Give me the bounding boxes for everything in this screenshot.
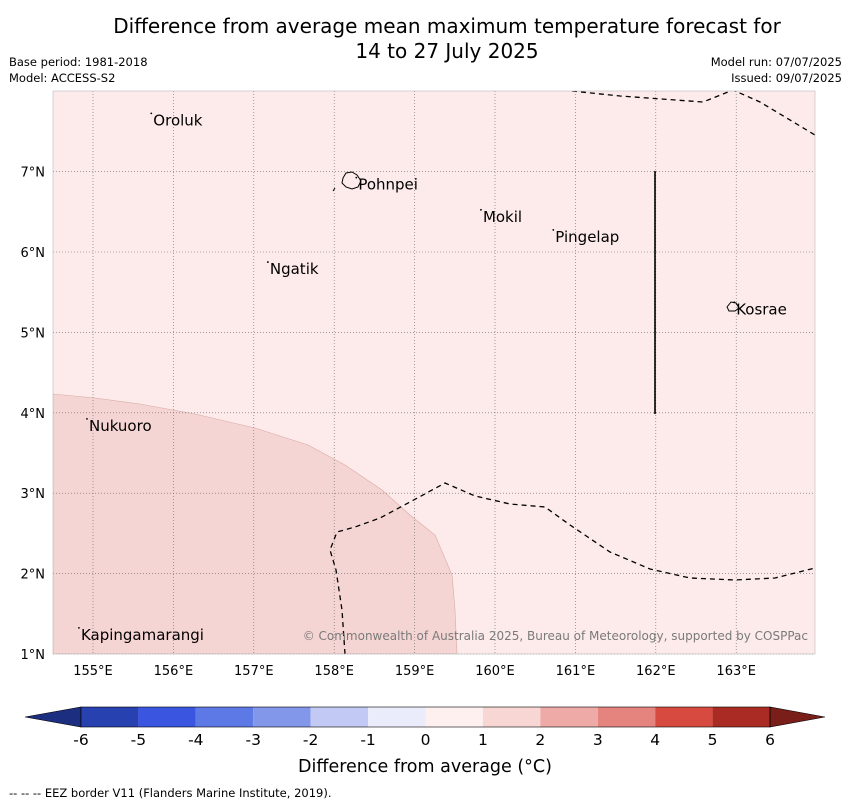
chart-title-line2: 14 to 27 July 2025: [355, 39, 539, 63]
colorbar-tick-label: -2: [303, 731, 318, 749]
map-frame: [52, 90, 816, 655]
colorbar-tick-label: 1: [478, 731, 488, 749]
lon-tick-label: 161°E: [556, 664, 596, 679]
colorbar-low-extend: [24, 706, 82, 728]
colorbar-segment: [253, 707, 311, 727]
lon-tick-label: 160°E: [475, 664, 515, 679]
island-marker: [78, 627, 80, 629]
colorbar-frame: [80, 706, 771, 728]
island-marker: [150, 112, 153, 115]
meta-left: Base period: 1981-2018 Model: ACCESS-S2: [9, 54, 148, 86]
copyright-text: © Commonwealth of Australia 2025, Bureau…: [303, 629, 808, 643]
colorbar-tick-label: -4: [188, 731, 203, 749]
eez-border-north: [571, 91, 815, 136]
lon-tick-label: 156°E: [154, 664, 194, 679]
place-label: Nukuoro: [89, 417, 152, 435]
lat-tick-label: 3°N: [21, 487, 46, 502]
anomaly-region-1-to-2: [53, 393, 458, 654]
chart-title: Difference from average mean maximum tem…: [0, 14, 850, 64]
eez-footnote: -- -- -- EEZ border V11 (Flanders Marine…: [9, 786, 332, 800]
colorbar-segment: [712, 707, 770, 727]
lon-tick-label: 159°E: [395, 664, 435, 679]
island-marker: [480, 208, 482, 211]
colorbar-tick-label: 5: [708, 731, 718, 749]
colorbar-tick-label: 6: [765, 731, 775, 749]
issued-text: Issued: 09/07/2025: [731, 71, 842, 85]
colorbar-tick-label: 0: [421, 731, 431, 749]
colorbar-high-extend: [769, 706, 826, 728]
place-label: Pingelap: [555, 228, 619, 246]
colorbar-segment: [310, 707, 369, 727]
colorbar-segment: [138, 707, 196, 727]
colorbar-tick-label: 3: [593, 731, 603, 749]
colorbar-segment: [540, 707, 598, 727]
lat-tick-label: 7°N: [21, 166, 46, 181]
place-label: Kapingamarangi: [81, 626, 204, 644]
island-marker: [552, 229, 555, 231]
pohnpei-island: [341, 171, 362, 190]
lat-tick-label: 5°N: [21, 326, 46, 341]
colorbar-segment: [425, 707, 483, 727]
lat-tick-label: 4°N: [21, 407, 46, 422]
colorbar-segment: [655, 707, 713, 727]
lat-tick-label: 1°N: [21, 648, 46, 663]
meta-right: Model run: 07/07/2025 Issued: 09/07/2025: [711, 54, 842, 86]
place-labels: Oroluk Pohnpei Mokil Pingelap Ngatik Kosrae Nu…: [81, 111, 787, 644]
island-outlines: [332, 171, 740, 312]
colorbar-tick-label: 4: [650, 731, 660, 749]
lon-tick-label: 157°E: [234, 664, 274, 679]
kosrae-island: [726, 301, 740, 312]
place-label: Kosrae: [736, 300, 787, 318]
pohnpei-islet: [332, 187, 336, 192]
colorbar-segment: [597, 707, 656, 727]
model-text: Model: ACCESS-S2: [9, 71, 116, 85]
island-marker: [733, 301, 736, 304]
colorbar: [24, 706, 826, 728]
colorbar-tick-label: -6: [73, 731, 88, 749]
colorbar-segment: [81, 707, 139, 727]
island-markers: [78, 112, 736, 629]
lat-tick-label: 2°N: [21, 568, 46, 583]
colorbar-label: Difference from average (°C): [298, 757, 552, 777]
model-run-text: Model run: 07/07/2025: [710, 55, 842, 69]
colorbar-tick-label: 2: [535, 731, 545, 749]
latitude-tick-labels: 1°N 2°N 3°N 4°N 5°N 6°N 7°N: [21, 166, 46, 663]
lon-tick-label: 158°E: [314, 664, 354, 679]
colorbar-segment: [368, 707, 426, 727]
lat-tick-label: 6°N: [21, 246, 46, 261]
longitude-tick-labels: 155°E 156°E 157°E 158°E 159°E 160°E 161°E 162°E…: [73, 664, 756, 679]
place-label: Ngatik: [270, 260, 319, 278]
lon-tick-label: 163°E: [716, 664, 756, 679]
place-label: Oroluk: [153, 111, 202, 129]
lon-tick-label: 162°E: [636, 664, 676, 679]
place-label: Mokil: [483, 208, 522, 226]
colorbar-tick-labels: -6 -5 -4 -3 -2 -1 0 1 2 3 4 5 6: [73, 731, 775, 749]
colorbar-tick-label: -1: [360, 731, 375, 749]
island-marker: [86, 417, 88, 420]
place-label: Pohnpei: [358, 176, 418, 194]
island-marker: [266, 261, 269, 263]
colorbar-segment: [482, 707, 541, 727]
colorbar-tick-label: -5: [131, 731, 146, 749]
colorbar-tick-label: -3: [246, 731, 261, 749]
base-period-text: Base period: 1981-2018: [9, 55, 148, 69]
chart-title-line1: Difference from average mean maximum tem…: [113, 14, 781, 38]
island-marker: [355, 176, 358, 179]
lon-tick-label: 155°E: [73, 664, 113, 679]
eez-borders: [329, 91, 815, 654]
colorbar-segment: [195, 707, 254, 727]
